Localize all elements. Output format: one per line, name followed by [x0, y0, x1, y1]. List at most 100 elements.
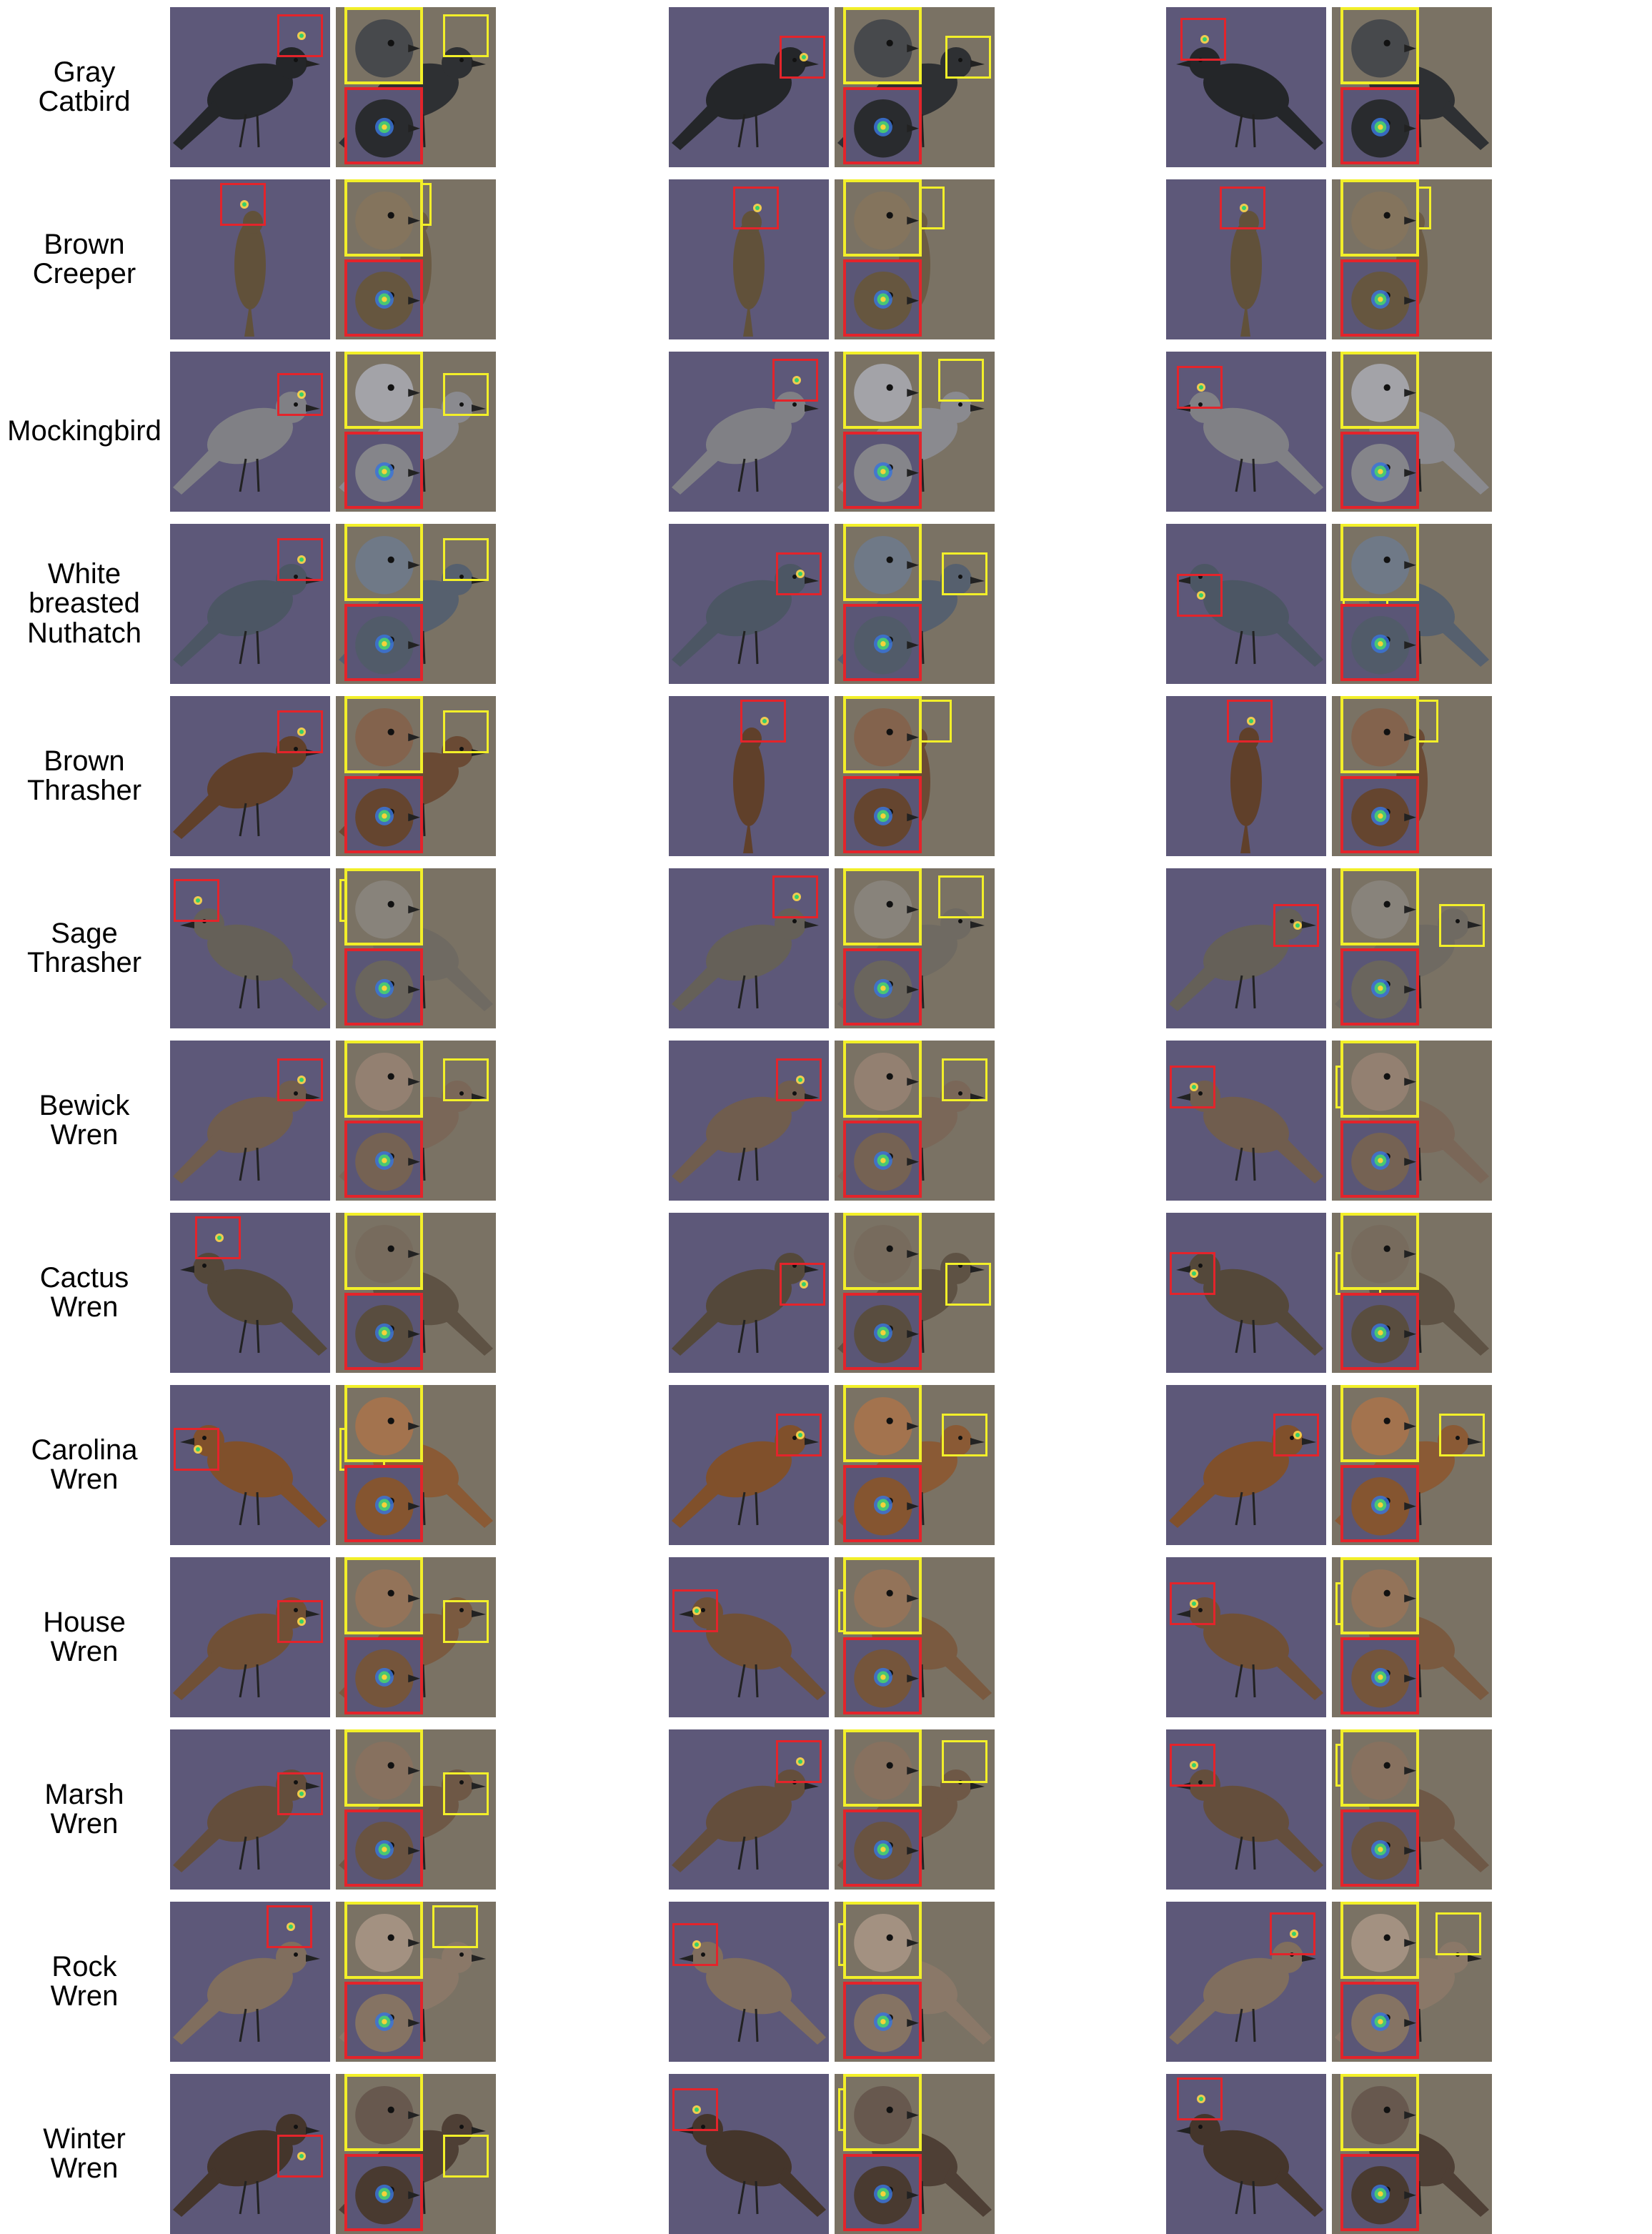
prototype-box	[1177, 574, 1223, 617]
bird-head-crop	[854, 19, 919, 78]
row-label: Gray Catbird	[38, 56, 131, 117]
patch-box	[942, 1414, 987, 1456]
bird-image	[679, 1597, 826, 1700]
original-image	[1166, 1729, 1326, 1890]
prototype-box	[1273, 1414, 1319, 1456]
original-image	[669, 1557, 829, 1717]
attention-heatmap	[854, 788, 919, 847]
patch-crop	[344, 1902, 423, 1979]
patch-box	[443, 1772, 489, 1815]
original-image	[1166, 7, 1326, 167]
patch-box	[938, 359, 984, 402]
attention-heatmap	[1351, 1476, 1416, 1536]
heatmap-crop	[1340, 1982, 1419, 2059]
bird-head-crop	[1351, 1913, 1416, 1972]
prototype-box	[1270, 1912, 1315, 1955]
patch-box	[1439, 904, 1485, 947]
original-image	[669, 179, 829, 339]
bird-head-crop	[1351, 535, 1416, 595]
bird-image	[173, 1076, 320, 1183]
heatmap-crop	[1340, 259, 1419, 337]
heatmap-crop	[843, 1637, 922, 1714]
attention-heatmap	[355, 1304, 420, 1364]
row-label: House Wren	[43, 1606, 126, 1667]
original-image	[170, 7, 330, 167]
prototype-box	[1273, 904, 1319, 947]
original-image	[669, 1729, 829, 1890]
original-image	[669, 868, 829, 1028]
prototype-box	[780, 1263, 825, 1306]
heatmap-crop	[344, 948, 423, 1026]
prototype-box	[174, 879, 219, 922]
original-image	[669, 2074, 829, 2234]
patch-crop	[344, 352, 423, 429]
bird-head-crop	[1351, 363, 1416, 422]
prototype-box	[277, 14, 323, 57]
attention-heatmap	[355, 2165, 420, 2225]
bird-head-crop	[355, 363, 420, 422]
attention-heatmap	[355, 615, 420, 675]
prototype-box	[776, 552, 822, 595]
patch-crop	[1340, 1902, 1419, 1979]
original-image	[669, 1213, 829, 1373]
heatmap-crop	[843, 604, 922, 681]
heatmap-crop	[344, 432, 423, 509]
row-label: Carolina Wren	[31, 1434, 138, 1495]
heatmap-crop	[344, 2154, 423, 2231]
attention-heatmap	[854, 271, 919, 330]
bird-head-crop	[854, 708, 919, 767]
attention-heatmap	[854, 2165, 919, 2225]
patch-crop	[344, 868, 423, 945]
bird-image	[733, 717, 769, 853]
heatmap-crop	[1340, 1809, 1419, 1887]
row-label: Brown Creeper	[32, 228, 136, 289]
patch-crop	[843, 1213, 922, 1290]
original-image	[170, 179, 330, 339]
bird-image	[679, 2105, 826, 2217]
original-image	[669, 352, 829, 512]
patch-crop	[1340, 7, 1419, 84]
heatmap-crop	[1340, 1121, 1419, 1198]
attention-heatmap	[1351, 788, 1416, 847]
bird-head-crop	[1351, 1052, 1416, 1111]
heatmap-crop	[843, 1809, 922, 1887]
heatmap-crop	[1340, 1637, 1419, 1714]
heatmap-crop	[344, 1809, 423, 1887]
original-image	[170, 1902, 330, 2062]
prototype-box	[672, 1589, 718, 1632]
bird-image	[672, 564, 819, 667]
original-image	[1166, 524, 1326, 684]
patch-box	[443, 14, 489, 57]
heatmap-crop	[1340, 87, 1419, 164]
bird-head-crop	[355, 708, 420, 767]
prototype-box	[772, 875, 818, 918]
prototype-box	[277, 1772, 323, 1815]
bird-head-crop	[355, 880, 420, 939]
bird-head-crop	[355, 19, 420, 78]
bird-head-crop	[854, 535, 919, 595]
patch-crop	[843, 1385, 922, 1462]
patch-crop	[1340, 352, 1419, 429]
heatmap-crop	[344, 1121, 423, 1198]
bird-head-crop	[355, 1741, 420, 1800]
prototype-box	[195, 1216, 241, 1259]
attention-heatmap	[854, 99, 919, 158]
heatmap-crop	[344, 1465, 423, 1542]
patch-crop	[843, 1729, 922, 1807]
patch-box	[938, 875, 984, 918]
bird-head-crop	[854, 191, 919, 250]
bird-image	[672, 1253, 819, 1356]
heatmap-crop	[1340, 604, 1419, 681]
patch-crop	[1340, 524, 1419, 601]
bird-image	[1176, 2095, 1323, 2217]
patch-box	[942, 1058, 987, 1101]
prototype-box	[1227, 700, 1273, 743]
heatmap-crop	[843, 776, 922, 853]
original-image	[170, 1385, 330, 1545]
patch-box	[945, 1263, 991, 1306]
bird-head-crop	[854, 2085, 919, 2145]
original-image	[1166, 868, 1326, 1028]
prototype-box	[776, 1414, 822, 1456]
prototype-box	[174, 1428, 219, 1471]
patch-box	[1439, 1414, 1485, 1456]
